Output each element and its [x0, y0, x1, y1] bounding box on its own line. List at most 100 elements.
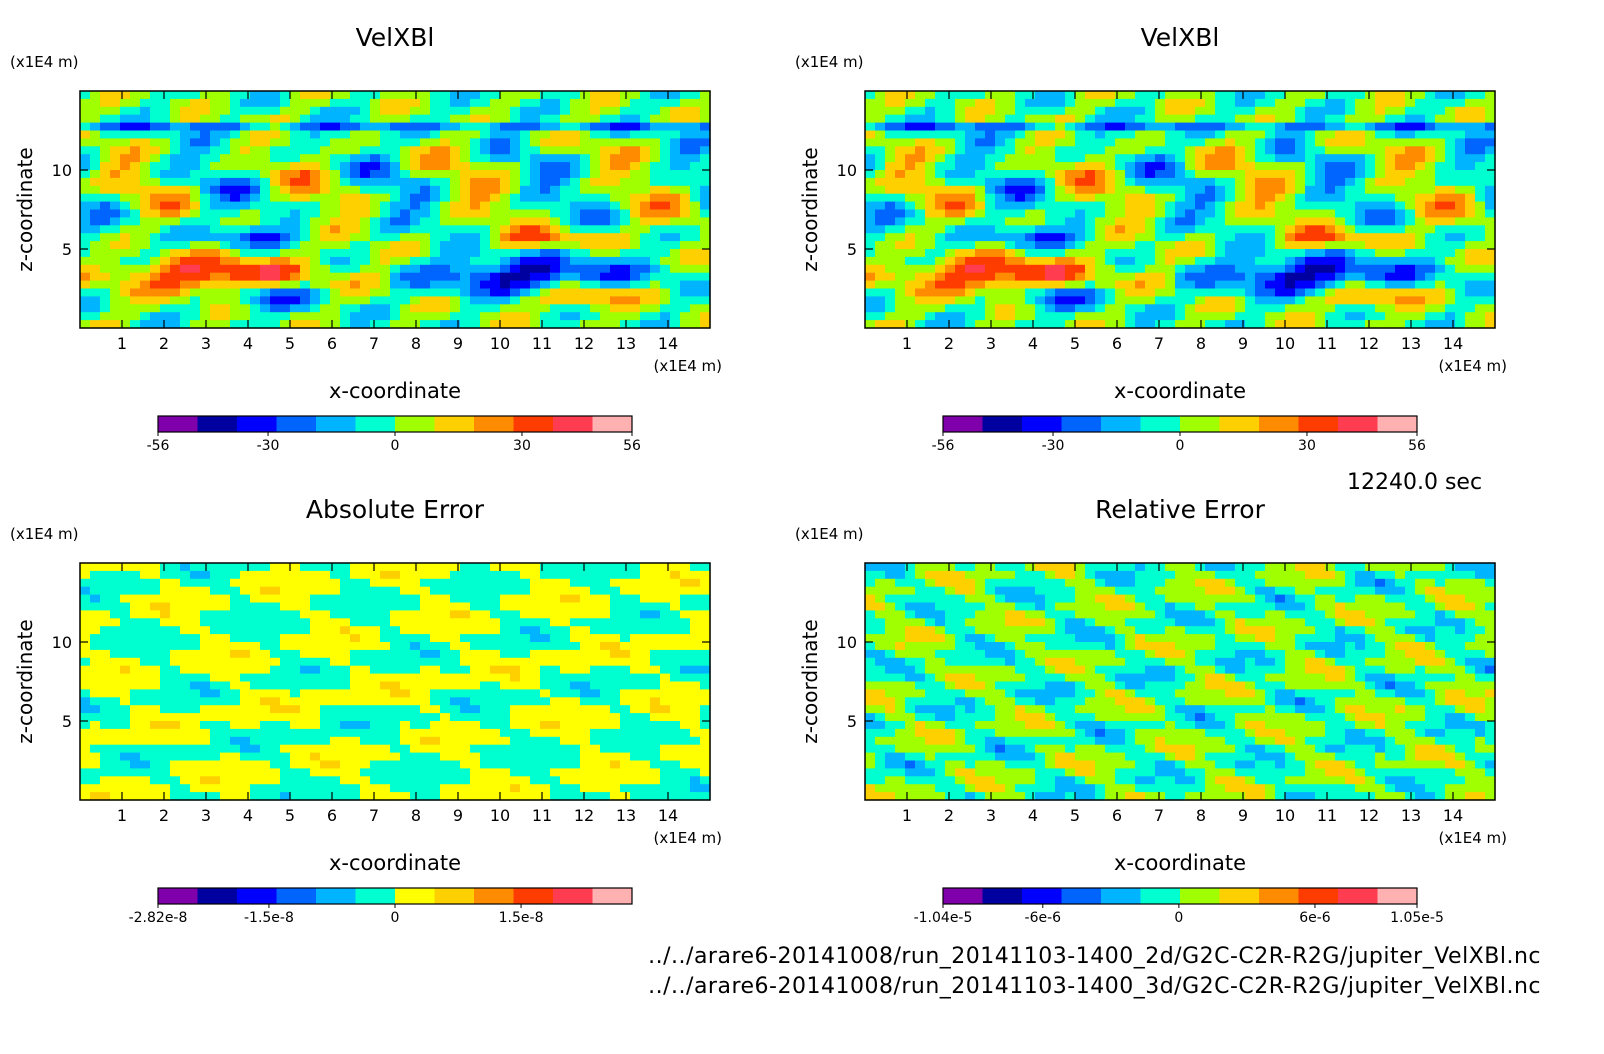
heatmap-cell	[1375, 154, 1386, 163]
heatmap-cell	[1275, 114, 1286, 124]
heatmap-cell	[290, 209, 301, 218]
heatmap-cell	[590, 256, 601, 266]
heatmap-cell	[240, 312, 251, 321]
heatmap-cell	[150, 193, 161, 203]
heatmap-cell	[100, 744, 111, 754]
heatmap-cell	[925, 130, 936, 139]
heatmap-cell	[1345, 106, 1356, 116]
heatmap-cell	[200, 784, 211, 793]
heatmap-cell	[1115, 209, 1126, 218]
heatmap-cell	[1235, 256, 1246, 266]
heatmap-cell	[540, 312, 551, 321]
heatmap-cell	[1225, 296, 1236, 305]
heatmap-cell	[320, 586, 331, 596]
heatmap-cell	[400, 618, 411, 627]
heatmap-cell	[1095, 272, 1106, 282]
heatmap-cell	[1185, 256, 1196, 266]
heatmap-cell	[580, 249, 591, 258]
heatmap-cell	[160, 312, 171, 321]
heatmap-cell	[310, 760, 321, 769]
heatmap-cell	[250, 563, 261, 572]
heatmap-cell	[290, 233, 301, 242]
heatmap-cell	[310, 586, 321, 596]
heatmap-cell	[895, 241, 906, 250]
heatmap-cell	[110, 249, 121, 258]
heatmap-cell	[210, 760, 221, 769]
heatmap-cell	[350, 130, 361, 139]
heatmap-cell	[100, 154, 111, 163]
heatmap-cell	[905, 170, 916, 179]
heatmap-cell	[350, 177, 361, 187]
heatmap-cell	[1145, 320, 1156, 329]
heatmap-cell	[1105, 122, 1116, 132]
heatmap-cell	[330, 721, 341, 730]
heatmap-cell	[1085, 185, 1096, 195]
heatmap-cell	[650, 193, 661, 203]
heatmap-cell	[530, 138, 541, 147]
heatmap-cell	[340, 721, 351, 730]
heatmap-cell	[290, 138, 301, 147]
heatmap-cell	[1375, 98, 1386, 108]
heatmap-cell	[350, 768, 361, 777]
heatmap-cell	[330, 114, 341, 124]
heatmap-cell	[330, 130, 341, 139]
heatmap-cell	[120, 697, 131, 706]
heatmap-cell	[450, 288, 461, 297]
heatmap-cell	[915, 233, 926, 242]
heatmap-cell	[550, 264, 561, 274]
heatmap-cell	[360, 752, 371, 762]
colorbar-tick-label: 30	[1298, 438, 1316, 454]
heatmap-cell	[230, 296, 241, 305]
colorbar-swatch	[1101, 416, 1141, 432]
heatmap-cell	[1455, 280, 1466, 290]
heatmap-cell	[110, 138, 121, 147]
heatmap-cell	[460, 256, 471, 266]
heatmap-cell	[915, 114, 926, 124]
heatmap-cell	[630, 201, 641, 211]
heatmap-cell	[1385, 217, 1396, 226]
heatmap-cell	[430, 185, 441, 195]
heatmap-cell	[1335, 122, 1346, 132]
heatmap-cell	[1425, 130, 1436, 139]
heatmap-cell	[1395, 122, 1406, 132]
heatmap-cell	[260, 792, 271, 801]
heatmap-cell	[995, 304, 1006, 313]
heatmap-cell	[1245, 280, 1256, 290]
heatmap-cell	[1285, 114, 1296, 124]
heatmap-cell	[280, 138, 291, 147]
heatmap-cell	[1185, 91, 1196, 100]
heatmap-cell	[885, 209, 896, 218]
heatmap-cell	[310, 728, 321, 738]
heatmap-cell	[1185, 312, 1196, 321]
heatmap-cell	[190, 114, 201, 124]
heatmap-cell	[540, 209, 551, 218]
heatmap-cell	[370, 122, 381, 132]
heatmap-cell	[1315, 162, 1326, 171]
heatmap-cell	[390, 586, 401, 596]
heatmap-cell	[310, 154, 321, 163]
heatmap-cell	[480, 201, 491, 211]
heatmap-cell	[280, 642, 291, 651]
heatmap-cell	[985, 217, 996, 226]
heatmap-cell	[470, 177, 481, 187]
heatmap-cell	[380, 689, 391, 698]
heatmap-cell	[1325, 193, 1336, 203]
heatmap-cell	[1285, 288, 1296, 297]
heatmap-cell	[1305, 225, 1316, 234]
heatmap-cell	[300, 162, 311, 171]
heatmap-cell	[1395, 312, 1406, 321]
heatmap-cell	[470, 249, 481, 258]
heatmap-cell	[600, 217, 611, 226]
heatmap-cell	[130, 697, 141, 706]
heatmap-cell	[1325, 185, 1336, 195]
heatmap-cell	[400, 642, 411, 651]
heatmap-cell	[250, 578, 261, 588]
heatmap-cell	[1135, 138, 1146, 147]
heatmap-cell	[1225, 304, 1236, 313]
heatmap-cell	[1115, 296, 1126, 305]
heatmap-cell	[1075, 146, 1086, 155]
heatmap-cell	[180, 721, 191, 730]
heatmap-cell	[1405, 114, 1416, 124]
heatmap-cell	[310, 649, 321, 659]
heatmap-cell	[1055, 217, 1066, 226]
